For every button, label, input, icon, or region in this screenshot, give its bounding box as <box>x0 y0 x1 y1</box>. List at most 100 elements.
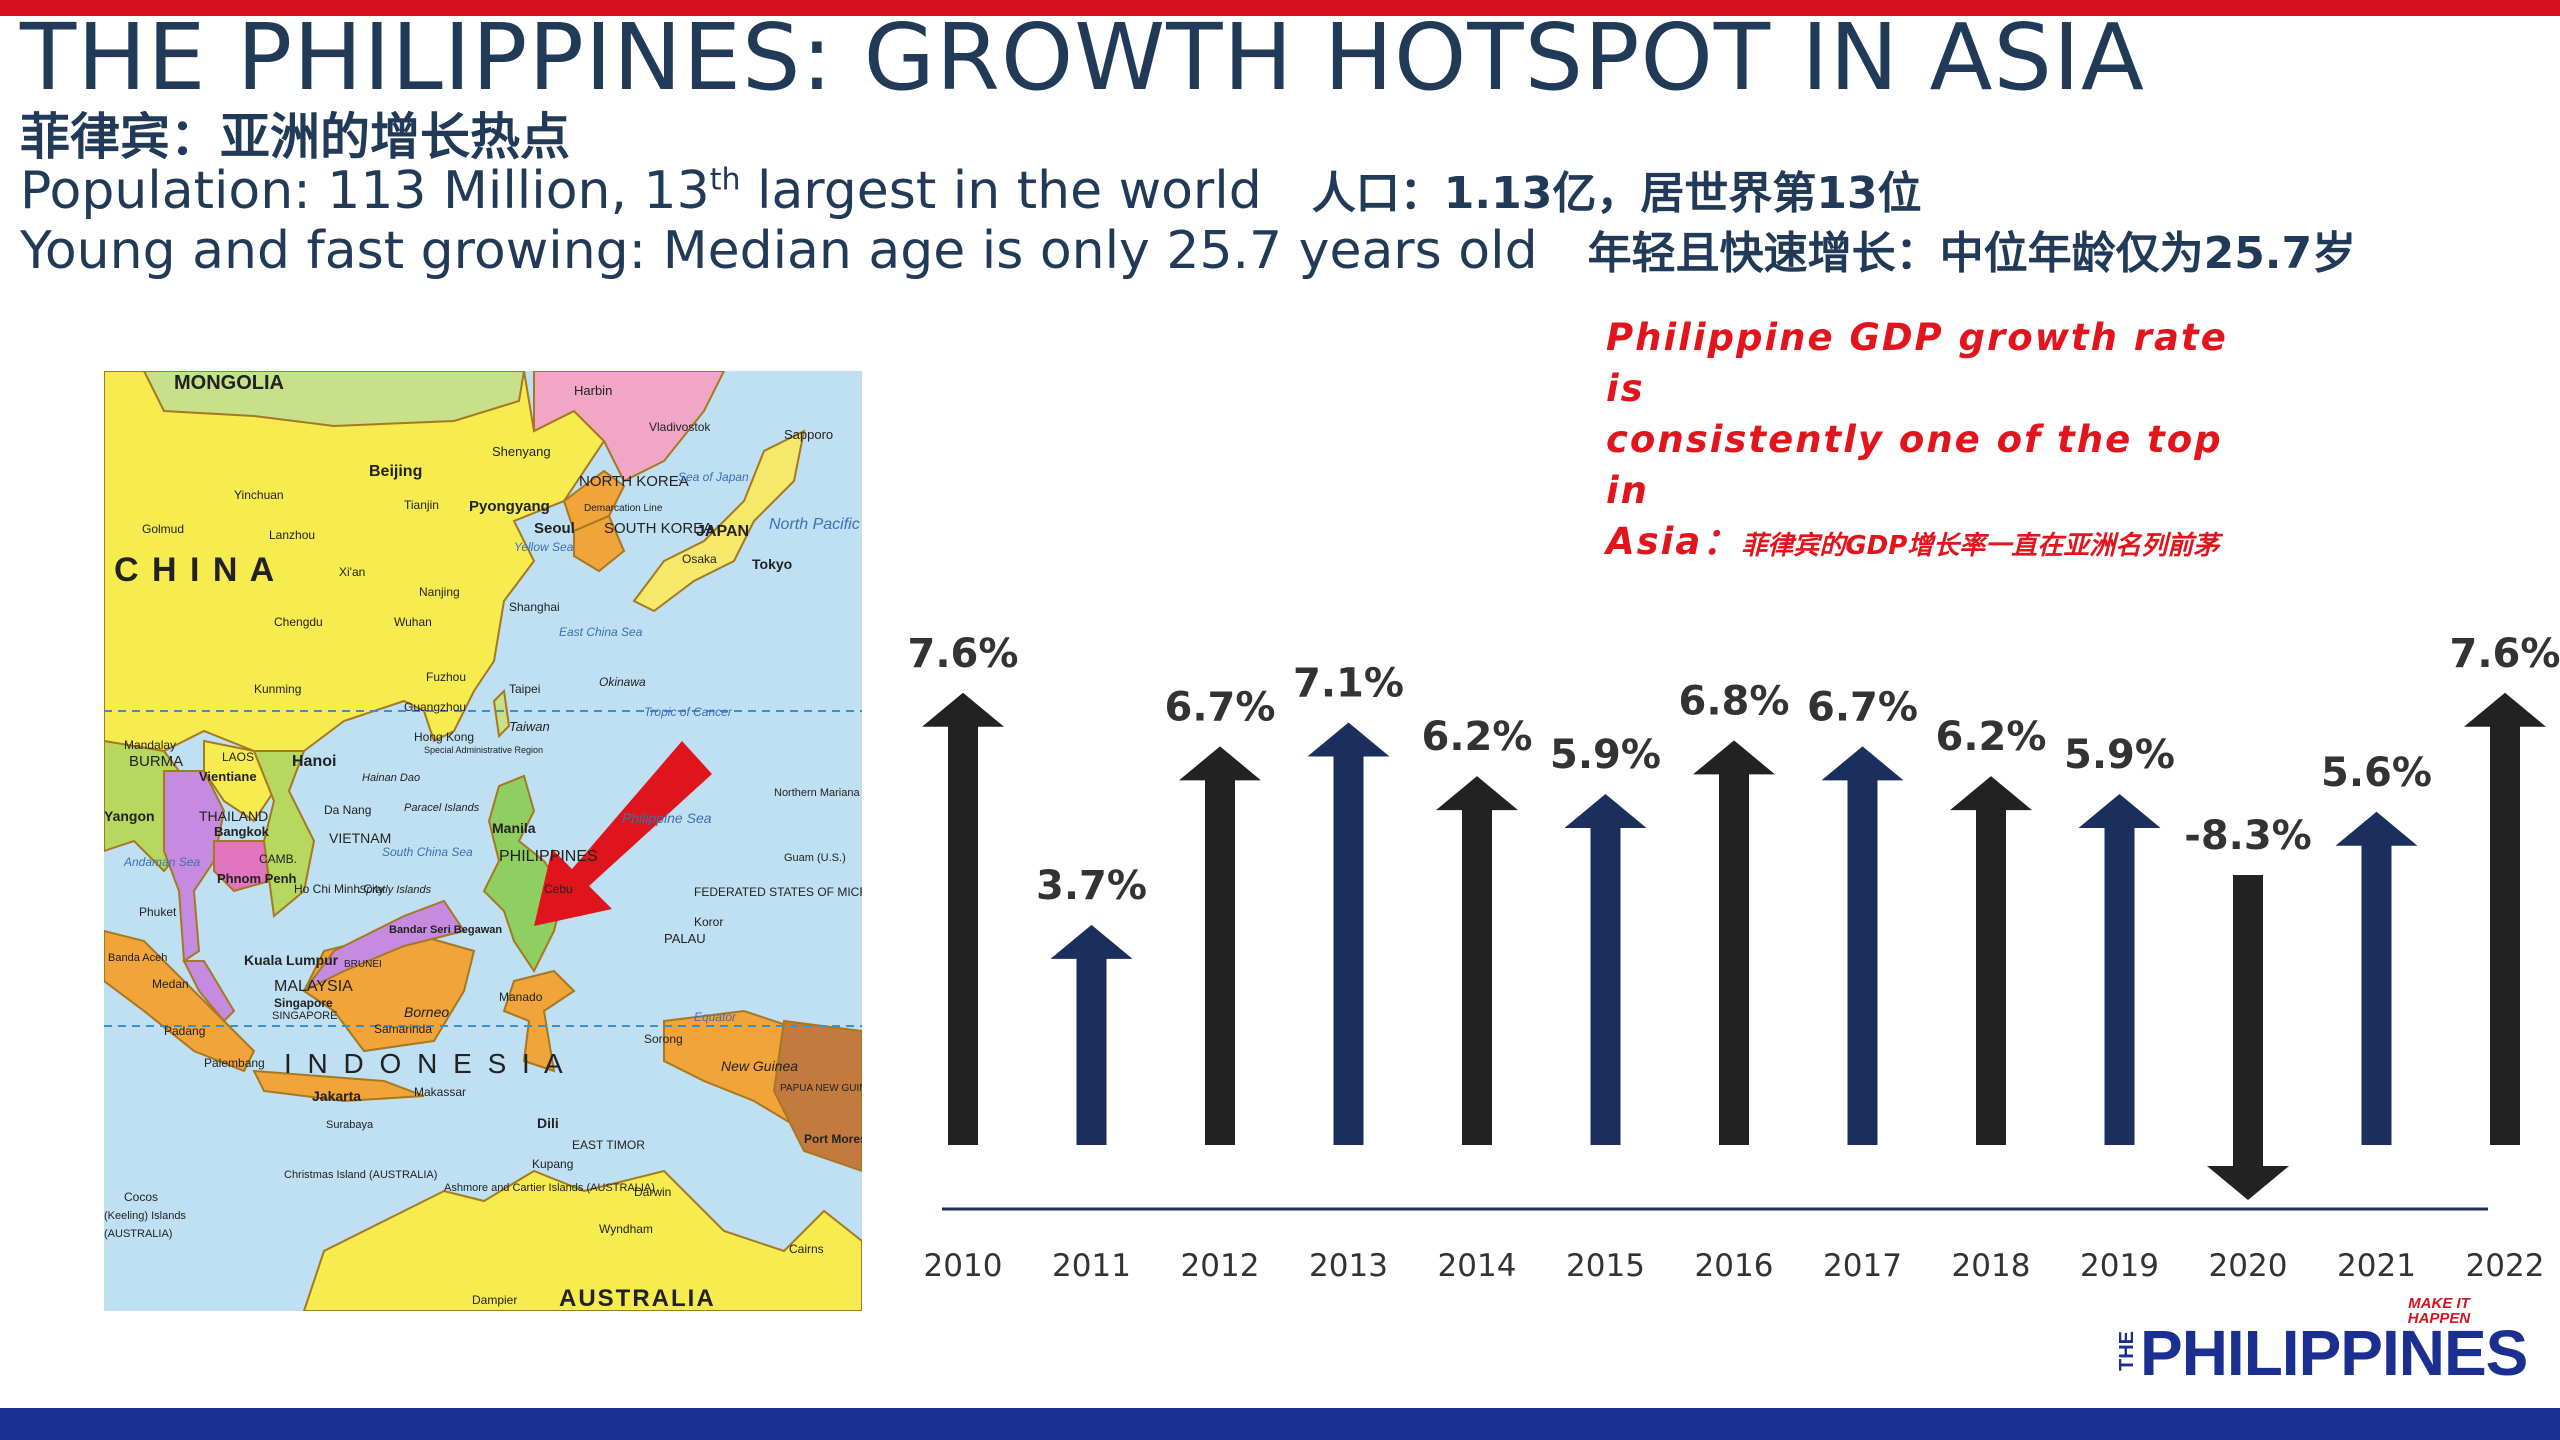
gdp-annotation-line2: consistently one of the top in <box>1606 418 2223 512</box>
gdp-arrows: 7.6% 2010 3.7% 2011 6.7% 2012 7.1% 2013 6.2% 2014… <box>908 631 2560 1284</box>
south-korea-landmass <box>573 514 626 573</box>
map-label-singapore-cap: SINGAPORE <box>272 1010 337 1022</box>
x-tick-label-2010: 2010 <box>924 1248 1003 1284</box>
gdp-arrow-2011 <box>1050 924 1133 1145</box>
map-label-tropic: Tropic of Cancer <box>644 705 733 719</box>
gdp-annotation: Philippine GDP growth rate is consistentl… <box>1606 312 2246 572</box>
map-label-north-pacific: North Pacific Ocean <box>769 516 862 533</box>
thailand-landmass <box>163 770 226 963</box>
map-label-palau: PALAU <box>664 931 706 946</box>
map-label-ashmore: Ashmore and Cartier Islands (AUSTRALIA) <box>444 1182 655 1194</box>
map-label-china: C H I N A <box>114 551 276 589</box>
sulawesi-landmass <box>502 969 576 1073</box>
map-label-hong-kong-sar: Special Administrative Region <box>424 745 543 755</box>
manila-pointer-arrow-icon <box>534 741 712 926</box>
russia-landmass <box>533 371 726 483</box>
taiwan-landmass <box>492 688 511 739</box>
gdp-arrow-2022 <box>2464 692 2546 1145</box>
map-label-burma: BURMA <box>129 753 183 770</box>
map-label-hainan: Hainan Dao <box>362 772 420 784</box>
map-label-cocos: Cocos <box>124 1190 158 1204</box>
data-label-2019: 5.9% <box>2064 732 2175 778</box>
page-title: THE PHILIPPINES: GROWTH HOTSPOT IN ASIA <box>20 4 2145 111</box>
map-label-chengdu: Chengdu <box>274 615 323 629</box>
gdp-annotation-line1: Philippine GDP growth rate is <box>1606 316 2228 410</box>
map-label-port-moresby: Port Moresby <box>804 1132 862 1146</box>
map-label-australia: AUSTRALIA <box>559 1285 716 1311</box>
map-label-surabaya: Surabaya <box>326 1119 374 1131</box>
map-label-phuket: Phuket <box>139 905 177 919</box>
map-label-koror: Koror <box>694 915 723 929</box>
data-label-2014: 6.2% <box>1422 714 1533 760</box>
x-tick-label-2018: 2018 <box>1952 1248 2031 1284</box>
map-label-guangzhou: Guangzhou <box>404 700 466 714</box>
map-label-south-china-sea: South China Sea <box>382 845 473 859</box>
map-label-bandar-seri: Bandar Seri Begawan <box>389 924 502 936</box>
x-tick-label-2013: 2013 <box>1309 1248 1388 1284</box>
x-tick-label-2012: 2012 <box>1181 1248 1260 1284</box>
map-label-paracel: Paracel Islands <box>404 802 480 814</box>
asia-map: MONGOLIA Harbin Vladivostok Sapporo Shen… <box>104 371 862 1311</box>
map-label-manado: Manado <box>499 990 543 1004</box>
gdp-arrow-2017 <box>1821 746 1904 1145</box>
map-label-philippines: PHILIPPINES <box>499 848 598 865</box>
gdp-arrow-2018 <box>1950 776 2032 1145</box>
map-label-brunei: BRUNEI <box>344 959 382 970</box>
map-label-tianjin: Tianjin <box>404 498 439 512</box>
map-label-xian: Xi'an <box>339 565 365 579</box>
median-age-line: Young and fast growing: Median age is on… <box>20 220 2356 285</box>
data-label-2022: 7.6% <box>2450 631 2560 677</box>
map-label-beijing: Beijing <box>369 463 422 480</box>
map-label-golmud: Golmud <box>142 522 184 536</box>
map-label-cebu: Cebu <box>544 882 573 896</box>
population-line: Population: 113 Million, 13th largest in… <box>20 160 1922 225</box>
map-label-hong-kong: Hong Kong <box>414 730 474 744</box>
map-label-hanoi: Hanoi <box>292 753 336 770</box>
map-label-padang: Padang <box>164 1024 205 1038</box>
gdp-arrow-2010 <box>922 692 1004 1145</box>
logo-the-text: THE <box>2116 1331 2138 1371</box>
data-label-2020: -8.3% <box>2184 813 2312 859</box>
map-label-da-nang: Da Nang <box>324 803 371 817</box>
vietnam-landmass <box>252 750 316 918</box>
map-label-yellow-sea: Yellow Sea <box>514 540 574 554</box>
map-label-fsm: FEDERATED STATES OF MICRONESIA <box>694 885 862 899</box>
philippines-logo: THE PHILIPPINES MAKE IT HAPPEN <box>2114 1296 2528 1389</box>
map-label-thailand: THAILAND <box>199 808 268 824</box>
data-label-2013: 7.1% <box>1293 661 1404 707</box>
map-label-equator: Equator <box>694 1010 737 1024</box>
map-label-sorong: Sorong <box>644 1032 683 1046</box>
map-label-vietnam: VIETNAM <box>329 830 391 846</box>
map-label-vientiane: Vientiane <box>199 769 257 784</box>
map-label-yinchuan: Yinchuan <box>234 488 284 502</box>
map-label-sapporo: Sapporo <box>784 427 833 442</box>
gdp-arrow-2012 <box>1179 746 1261 1145</box>
data-label-2018: 6.2% <box>1936 714 2047 760</box>
map-label-medan: Medan <box>152 977 189 991</box>
map-label-dampier: Dampier <box>472 1293 517 1307</box>
map-label-mandalay: Mandalay <box>124 738 176 752</box>
gdp-arrow-2015 <box>1564 793 1647 1145</box>
map-label-cairns: Cairns <box>789 1242 824 1256</box>
logo-philippines-text: PHILIPPINES <box>2140 1317 2528 1389</box>
map-label-kuala-lumpur: Kuala Lumpur <box>244 952 339 968</box>
cambodia-landmass <box>213 840 271 893</box>
map-label-taipei: Taipei <box>509 682 540 696</box>
page-subtitle-chinese: 菲律宾：亚洲的增长热点 <box>20 108 570 166</box>
x-tick-label-2019: 2019 <box>2080 1248 2159 1284</box>
data-label-2015: 5.9% <box>1550 732 1661 778</box>
map-label-philippine-sea: Philippine Sea <box>622 810 712 826</box>
java-landmass <box>252 1069 425 1103</box>
map-label-sea-of-japan: Sea of Japan <box>678 470 749 484</box>
map-label-jakarta: Jakarta <box>312 1088 361 1104</box>
map-label-wyndham: Wyndham <box>599 1222 653 1236</box>
x-tick-label-2020: 2020 <box>2209 1248 2288 1284</box>
map-label-harbin: Harbin <box>574 383 612 398</box>
population-chinese: 人口：1.13亿，居世界第13位 <box>1311 168 1922 219</box>
mongolia-landmass <box>142 371 526 428</box>
median-age-chinese: 年轻且快速增长：中位年龄仅为25.7岁 <box>1587 228 2357 279</box>
bottom-blue-bar <box>0 1408 2560 1440</box>
data-label-2012: 6.7% <box>1165 684 1276 730</box>
map-label-okinawa: Okinawa <box>599 675 646 689</box>
map-label-fuzhou: Fuzhou <box>426 670 466 684</box>
